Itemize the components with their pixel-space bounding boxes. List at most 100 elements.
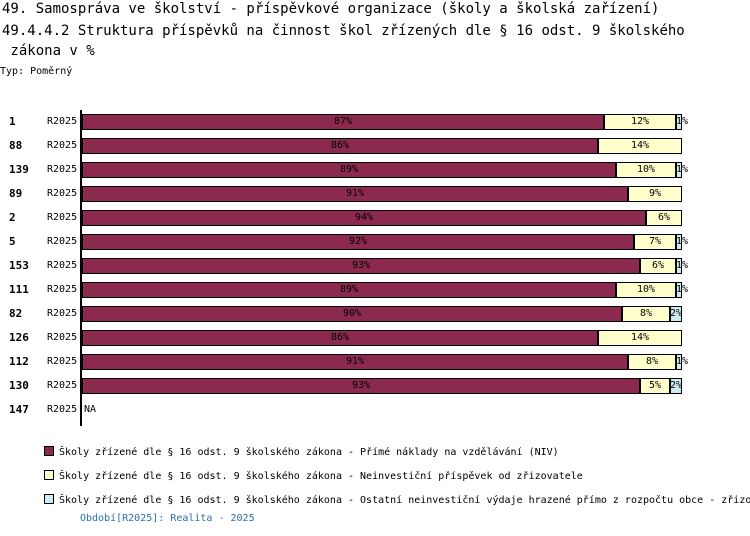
- data-label: 1%: [676, 356, 689, 367]
- bar-segment-series-1: [82, 162, 616, 178]
- chart-type-subtitle: Typ: Poměrný: [0, 66, 73, 77]
- bar-segment-series-3: [676, 162, 682, 178]
- data-label: 87%: [333, 116, 353, 127]
- data-label: 1%: [676, 116, 689, 127]
- period-label: R2025: [47, 284, 78, 295]
- bar-segment-series-3: [676, 354, 682, 370]
- period-label: R2025: [47, 164, 78, 175]
- bar-segment-series-3: [676, 234, 682, 250]
- bar-segment-series-1: [82, 282, 616, 298]
- bar-segment-series-1: [82, 258, 640, 274]
- chart-title-line-3: zákona v %: [2, 43, 95, 59]
- data-label: 5%: [648, 380, 662, 391]
- period-label: R2025: [47, 236, 78, 247]
- period-label: R2025: [47, 260, 78, 271]
- category-label: 126: [9, 331, 29, 344]
- bar-segment-series-3: [670, 306, 682, 322]
- period-note: Období[R2025]: Realita - 2025: [80, 513, 255, 524]
- bar-segment-series-2: [646, 210, 682, 226]
- category-label: 139: [9, 163, 29, 176]
- category-label: 5: [9, 235, 16, 248]
- category-label: 130: [9, 379, 29, 392]
- category-label: 82: [9, 307, 23, 320]
- legend-label: Školy zřízené dle § 16 odst. 9 školského…: [59, 495, 750, 506]
- bar-segment-series-3: [676, 282, 682, 298]
- bar-segment-series-1: [82, 138, 598, 154]
- data-label: 2%: [670, 308, 683, 319]
- data-label: 90%: [342, 308, 362, 319]
- period-label: R2025: [47, 116, 78, 127]
- legend-swatch: [44, 494, 54, 504]
- bar-segment-series-2: [622, 306, 670, 322]
- data-label: 89%: [339, 284, 359, 295]
- data-label: 14%: [630, 332, 650, 343]
- legend-label: Školy zřízené dle § 16 odst. 9 školského…: [59, 471, 583, 482]
- bar-segment-series-3: [676, 114, 682, 130]
- category-label: 111: [9, 283, 29, 296]
- data-label: 1%: [676, 260, 689, 271]
- bar-segment-series-1: [82, 378, 640, 394]
- bar-segment-series-2: [634, 234, 676, 250]
- data-label: 10%: [636, 164, 656, 175]
- bar-segment-series-2: [628, 354, 676, 370]
- chart-title-line-1: 49. Samospráva ve školství - příspěvkové…: [2, 1, 660, 17]
- bar-segment-series-2: [598, 330, 682, 346]
- period-label: R2025: [47, 380, 78, 391]
- bar-segment-series-2: [616, 282, 676, 298]
- data-label: 91%: [345, 188, 365, 199]
- category-label: 147: [9, 403, 29, 416]
- data-label: 6%: [651, 260, 665, 271]
- legend-item: Školy zřízené dle § 16 odst. 9 školského…: [44, 494, 750, 506]
- legend-item: Školy zřízené dle § 16 odst. 9 školského…: [44, 470, 583, 482]
- data-label: 1%: [676, 284, 689, 295]
- data-label: 93%: [351, 380, 371, 391]
- data-label: 8%: [645, 356, 659, 367]
- bar-segment-series-3: [676, 258, 682, 274]
- bar-segment-series-2: [598, 138, 682, 154]
- bar-segment-series-1: [82, 234, 634, 250]
- data-label: 14%: [630, 140, 650, 151]
- bar-segment-series-2: [604, 114, 676, 130]
- bar-segment-series-1: [82, 330, 598, 346]
- y-axis-line: [80, 110, 82, 426]
- data-label: 94%: [354, 212, 374, 223]
- data-label: 7%: [648, 236, 662, 247]
- bar-segment-series-1: [82, 306, 622, 322]
- category-label: 112: [9, 355, 29, 368]
- bar-segment-series-2: [640, 378, 670, 394]
- category-label: 89: [9, 187, 23, 200]
- na-label: NA: [84, 404, 97, 415]
- data-label: 91%: [345, 356, 365, 367]
- data-label: 93%: [351, 260, 371, 271]
- chart-title-line-2: 49.4.4.2 Struktura příspěvků na činnost …: [2, 23, 685, 39]
- data-label: 92%: [348, 236, 368, 247]
- legend-swatch: [44, 446, 54, 456]
- data-label: 86%: [330, 332, 350, 343]
- period-label: R2025: [47, 356, 78, 367]
- data-label: 6%: [657, 212, 671, 223]
- bar-segment-series-1: [82, 210, 646, 226]
- period-label: R2025: [47, 140, 78, 151]
- data-label: 86%: [330, 140, 350, 151]
- bar-segment-series-2: [640, 258, 676, 274]
- category-label: 1: [9, 115, 16, 128]
- period-label: R2025: [47, 188, 78, 199]
- data-label: 10%: [636, 284, 656, 295]
- period-label: R2025: [47, 212, 78, 223]
- category-label: 88: [9, 139, 23, 152]
- bar-segment-series-1: [82, 186, 628, 202]
- bar-segment-series-1: [82, 114, 604, 130]
- category-label: 2: [9, 211, 16, 224]
- bar-segment-series-2: [628, 186, 682, 202]
- data-label: 9%: [648, 188, 662, 199]
- category-label: 153: [9, 259, 29, 272]
- bar-segment-series-2: [616, 162, 676, 178]
- period-label: R2025: [47, 332, 78, 343]
- period-label: R2025: [47, 404, 78, 415]
- data-label: 89%: [339, 164, 359, 175]
- data-label: 1%: [676, 236, 689, 247]
- bar-segment-series-3: [670, 378, 682, 394]
- period-label: R2025: [47, 308, 78, 319]
- bar-segment-series-1: [82, 354, 628, 370]
- legend-item: Školy zřízené dle § 16 odst. 9 školského…: [44, 446, 559, 458]
